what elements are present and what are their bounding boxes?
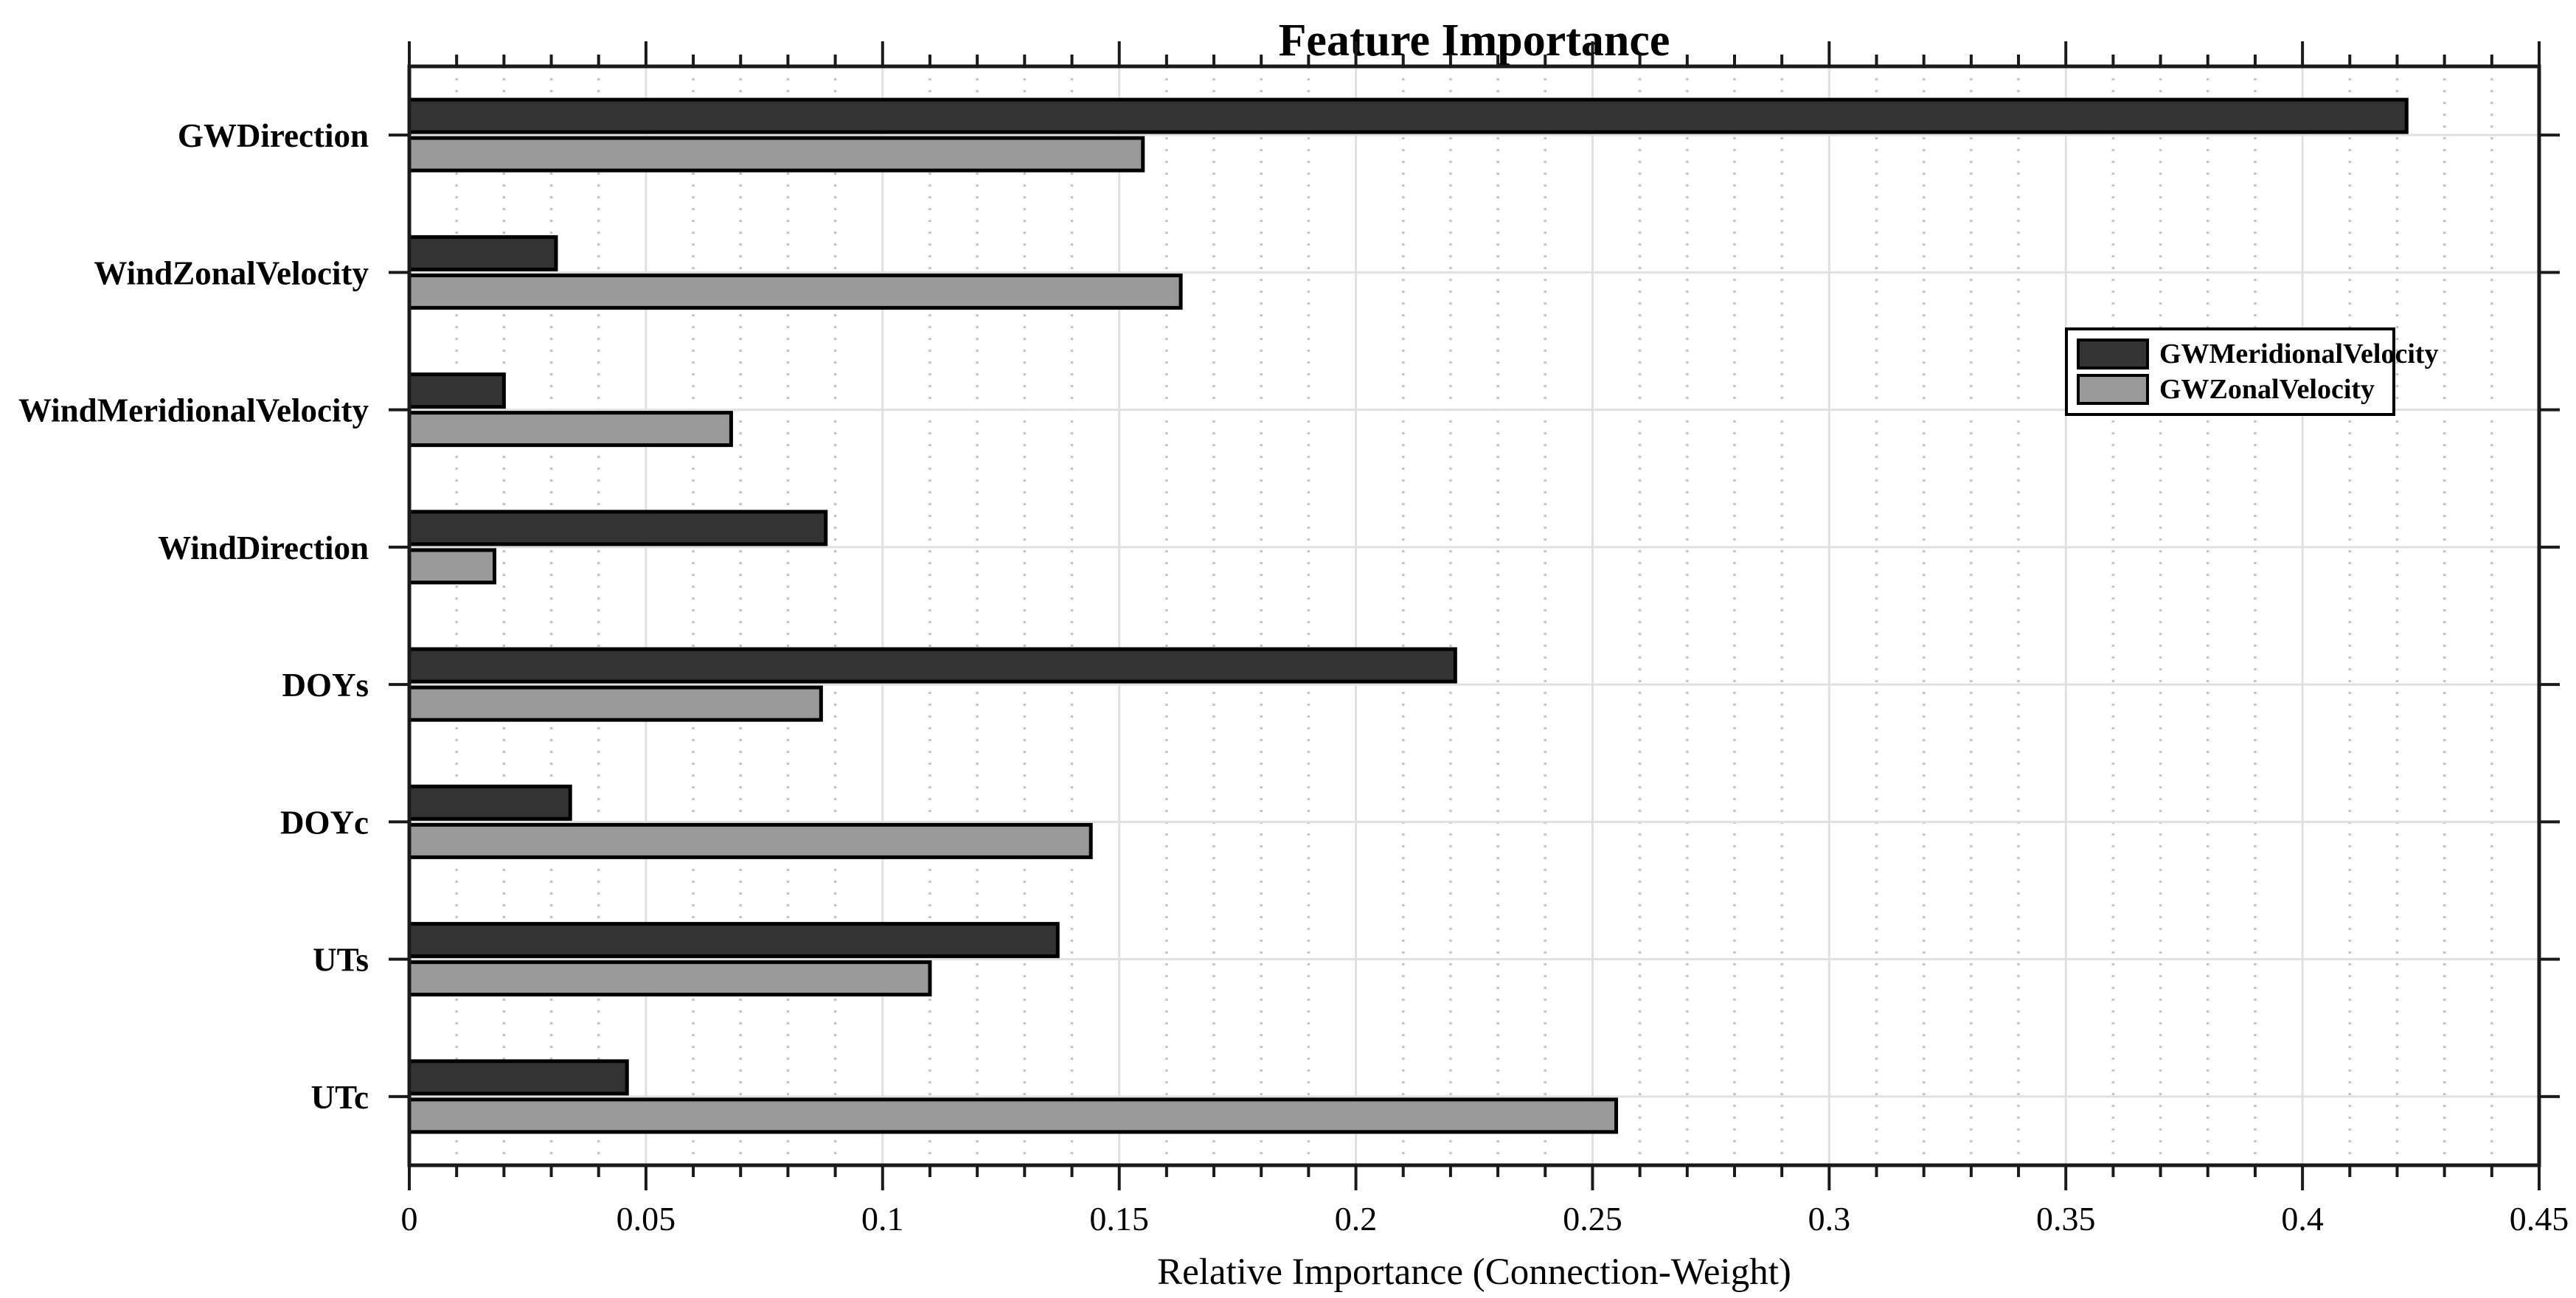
bar-GWMeridionalVelocity-UTs <box>407 922 1060 959</box>
x-tick-label: 0.4 <box>2281 1200 2324 1238</box>
y-tick-label: UTc <box>311 1079 369 1116</box>
bar-GWMeridionalVelocity-DOYs <box>407 647 1457 684</box>
legend-item-zonal: GWZonalVelocity <box>2077 374 2384 406</box>
legend-label-zonal: GWZonalVelocity <box>2159 374 2375 406</box>
x-tick-label: 0.1 <box>861 1200 904 1238</box>
bar-GWZonalVelocity-WindMeridionalVelocity <box>407 411 733 448</box>
bar-GWZonalVelocity-GWDirection <box>407 136 1145 173</box>
x-tick-label: 0.25 <box>1563 1200 1622 1238</box>
legend-swatch-meridional <box>2077 338 2149 369</box>
x-tick-label: 0.3 <box>1808 1200 1851 1238</box>
bar-GWZonalVelocity-WindDirection <box>407 548 497 585</box>
x-tick-label: 0 <box>401 1200 418 1238</box>
bar-GWMeridionalVelocity-DOYc <box>407 784 572 821</box>
bar-GWMeridionalVelocity-WindDirection <box>407 510 828 546</box>
x-tick-label: 0.45 <box>2510 1200 2569 1238</box>
bar-GWMeridionalVelocity-WindMeridionalVelocity <box>407 372 506 409</box>
bar-GWZonalVelocity-DOYs <box>407 685 823 722</box>
y-tick-label: WindMeridionalVelocity <box>18 392 369 429</box>
y-tick-label: WindZonalVelocity <box>94 254 369 291</box>
x-axis-label: Relative Importance (Connection-Weight) <box>1157 1252 1791 1293</box>
bar-GWMeridionalVelocity-GWDirection <box>407 97 2409 134</box>
y-tick-label: WindDirection <box>158 530 369 566</box>
plot-border <box>407 64 2541 1167</box>
bar-GWZonalVelocity-UTs <box>407 960 932 997</box>
bar-GWMeridionalVelocity-WindZonalVelocity <box>407 235 558 271</box>
y-tick-label: GWDirection <box>178 117 369 154</box>
x-tick-label: 0.2 <box>1335 1200 1378 1238</box>
x-tick-label: 0.05 <box>617 1200 676 1238</box>
y-tick-label: DOYs <box>282 667 369 704</box>
bar-GWZonalVelocity-UTc <box>407 1097 1619 1134</box>
bar-GWMeridionalVelocity-UTc <box>407 1059 629 1096</box>
y-tick-label: DOYc <box>280 804 369 841</box>
chart-title: Feature Importance <box>1279 15 1670 66</box>
bar-GWZonalVelocity-WindZonalVelocity <box>407 273 1183 310</box>
x-tick-label: 0.35 <box>2036 1200 2096 1238</box>
legend-item-meridional: GWMeridionalVelocity <box>2077 338 2439 369</box>
y-tick-label: UTs <box>313 942 369 979</box>
legend-swatch-zonal <box>2077 374 2149 406</box>
legend-label-meridional: GWMeridionalVelocity <box>2159 338 2439 369</box>
legend: GWMeridionalVelocity GWZonalVelocity <box>2065 327 2439 416</box>
x-tick-label: 0.15 <box>1089 1200 1149 1238</box>
bar-GWZonalVelocity-DOYc <box>407 822 1093 859</box>
